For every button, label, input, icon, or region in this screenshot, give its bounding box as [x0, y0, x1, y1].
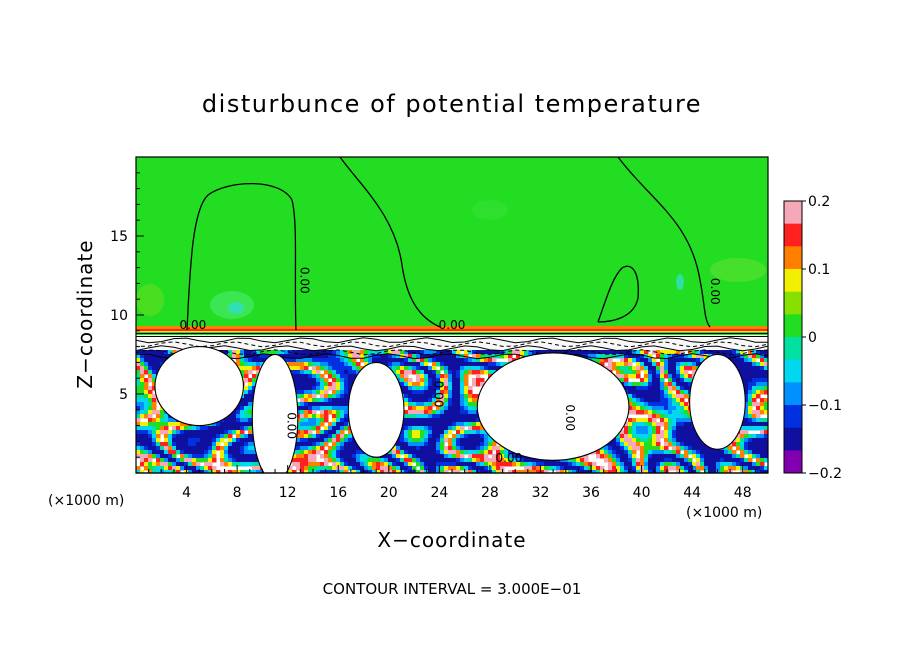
- contour-label: 0.00: [180, 318, 207, 332]
- swirl-contour: [689, 353, 746, 450]
- colorbar-segment: [784, 223, 802, 247]
- contour-label: 0.00: [439, 318, 466, 332]
- inversion-band: [136, 326, 768, 337]
- plot-area: 0.00 0.00 0.00 0.00 0.00 0.00 0.00 0.00: [136, 157, 768, 473]
- band-contour: [136, 349, 768, 356]
- swirl-contour: [154, 346, 244, 427]
- x-tick-label: 12: [279, 485, 297, 501]
- x-tick-label: 32: [532, 485, 550, 501]
- band-contour: [136, 341, 768, 348]
- colorbar-segment: [784, 405, 802, 429]
- band-contour: [136, 345, 768, 352]
- colorbar-tick-label: 0.2: [808, 194, 830, 210]
- upper-field-patches: [136, 200, 766, 319]
- x-tick-label: 36: [582, 485, 600, 501]
- colorbar-tick-label: 0: [808, 330, 817, 346]
- x-tick-label: 24: [430, 485, 448, 501]
- colorbar-segment: [784, 201, 802, 225]
- contour-label: 0.00: [297, 267, 311, 294]
- contour-label: 0.00: [285, 412, 299, 439]
- contour-label: 0.00: [496, 451, 523, 465]
- y-axis: 5 10 15: [110, 172, 144, 458]
- colorbar-segment: [784, 359, 802, 383]
- contour-interval-note: CONTOUR INTERVAL = 3.000E−01: [323, 580, 582, 598]
- colorbar-tick-label: 0.1: [808, 262, 830, 278]
- y-axis-label: Z−coordinate: [73, 239, 97, 388]
- x-tick-label: 40: [633, 485, 651, 501]
- contour-band-bg: [136, 338, 768, 350]
- x-axis-label: X−coordinate: [377, 528, 526, 552]
- y-tick-label: 10: [110, 308, 128, 324]
- x-tick-label: 48: [734, 485, 752, 501]
- swirl-contour: [347, 361, 405, 458]
- swirl-contour: [251, 353, 299, 473]
- x-tick-label: 44: [683, 485, 701, 501]
- colorbar-segment: [784, 246, 802, 270]
- x-unit-right: (×1000 m): [686, 505, 762, 521]
- x-tick-label: 16: [329, 485, 347, 501]
- lower-field: [136, 337, 768, 473]
- contour-label: 0.00: [563, 404, 577, 431]
- y-tick-label: 5: [119, 387, 128, 403]
- colorbar-segment: [784, 382, 802, 406]
- x-axis: 4 8 12 16 20 24 28 32 36 40 44 48: [136, 465, 768, 501]
- chart-title: disturbunce of potential temperature: [202, 90, 702, 118]
- colorbar-segment: [784, 314, 802, 338]
- contour-label: 0.00: [708, 278, 722, 305]
- colorbar-segment: [784, 427, 802, 451]
- colorbar-segment: [784, 337, 802, 361]
- colorbar: 0.2 0.1 0 −0.1 −0.2: [783, 194, 842, 482]
- colorbar-segment: [784, 291, 802, 315]
- x-tick-label: 28: [481, 485, 499, 501]
- colorbar-segment: [784, 450, 802, 474]
- colorbar-tick-label: −0.2: [808, 466, 842, 482]
- x-tick-label: 4: [182, 485, 191, 501]
- contour-label: 0.00: [431, 381, 445, 408]
- y-tick-label: 15: [110, 229, 128, 245]
- band-contour: [136, 337, 768, 344]
- contour-labels: 0.00 0.00 0.00 0.00 0.00 0.00 0.00 0.00: [180, 267, 723, 465]
- colorbar-segment: [784, 269, 802, 293]
- swirl-contour: [476, 352, 630, 461]
- x-unit-left: (×1000 m): [48, 493, 124, 509]
- contour-lines: [186, 157, 711, 331]
- colorbar-tick-label: −0.1: [808, 398, 842, 414]
- x-tick-label: 20: [380, 485, 398, 501]
- x-tick-label: 8: [233, 485, 242, 501]
